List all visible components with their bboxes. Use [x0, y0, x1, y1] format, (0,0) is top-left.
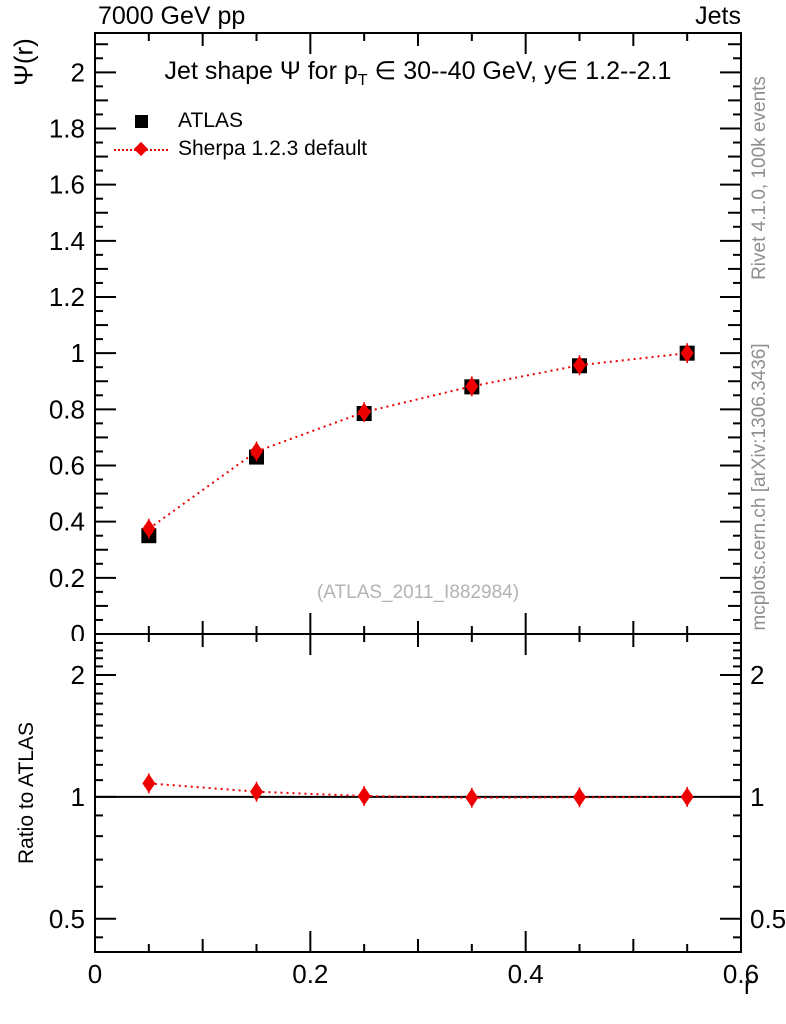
beam-energy-label: 7000 GeV pp [98, 2, 246, 30]
tick-label: 1 [750, 782, 764, 812]
data-point-diamond [573, 355, 586, 375]
data-point-diamond [357, 402, 371, 422]
tick-label: 0 [88, 959, 102, 989]
data-point-diamond [250, 441, 263, 461]
main-x-ticks [94, 33, 742, 634]
y-axis-title-ratio: Ratio to ATLAS [15, 721, 38, 865]
tick-label: 2 [71, 660, 85, 690]
legend-label-sherpa: Sherpa 1.2.3 default [178, 137, 368, 160]
rivet-version-note: Rivet 4.1.0, 100k events [749, 76, 770, 280]
analysis-group-label: Jets [695, 2, 741, 30]
ratio-x-ticks [94, 634, 742, 952]
tick-label: 0.6 [49, 450, 85, 480]
ratio-y-ticks [95, 641, 741, 939]
tick-label: 0.8 [49, 394, 85, 424]
black-square-marker-icon [112, 114, 170, 128]
plot-title-subscript: T [357, 72, 368, 89]
tick-label: 1.6 [49, 170, 85, 200]
data-point-diamond [573, 787, 586, 807]
legend-item-sherpa: Sherpa 1.2.3 default [112, 136, 367, 162]
tick-label: 2 [750, 660, 764, 690]
tick-label: 0.4 [508, 959, 544, 989]
ratio-frame [94, 633, 742, 953]
tick-label: 0.5 [750, 904, 786, 934]
data-point-diamond [142, 519, 156, 539]
plot-title: Jet shape Ψ for pT ∈ 30--40 GeV, y∈ 1.2-… [95, 56, 741, 90]
tick-label: 0 [71, 619, 85, 649]
tick-label: 0.5 [49, 904, 85, 934]
data-point-diamond [680, 787, 694, 807]
red-diamond-dotted-marker-icon [112, 141, 170, 157]
legend-label-atlas: ATLAS [178, 109, 243, 132]
main-line-diamond [148, 352, 688, 530]
tick-label: 1.8 [49, 113, 85, 143]
tick-label: 1.4 [49, 226, 85, 256]
data-point-diamond [142, 773, 156, 793]
tick-label: 1 [71, 782, 85, 812]
tick-label: 0.6 [723, 959, 759, 989]
data-point-diamond [465, 376, 479, 396]
tick-label: 1.2 [49, 282, 85, 312]
tick-label: 1 [71, 338, 85, 368]
ratio-line-diamond [148, 782, 688, 799]
x-axis-title: r [744, 972, 753, 1000]
main-y-ticks [95, 43, 741, 635]
data-point-diamond [680, 343, 694, 363]
tick-label: 2 [71, 57, 85, 87]
legend-item-atlas: ATLAS [112, 108, 243, 134]
analysis-id-watermark: (ATLAS_2011_I882984) [316, 582, 520, 603]
tick-label: 0.2 [49, 563, 85, 593]
data-point-diamond [357, 786, 371, 806]
y-axis-title-main: Ψ(r) [8, 38, 39, 86]
plot-title-text: Jet shape Ψ for p [164, 57, 358, 85]
tick-label: 0.2 [292, 959, 328, 989]
data-point-diamond [465, 788, 479, 808]
mcplots-url-note: mcplots.cern.ch [arXiv:1306.3436] [749, 343, 770, 631]
data-point-diamond [250, 782, 263, 802]
tick-label: 0.4 [49, 507, 85, 537]
plot-title-text-2: ∈ 30--40 GeV, y∈ 1.2--2.1 [367, 57, 672, 85]
